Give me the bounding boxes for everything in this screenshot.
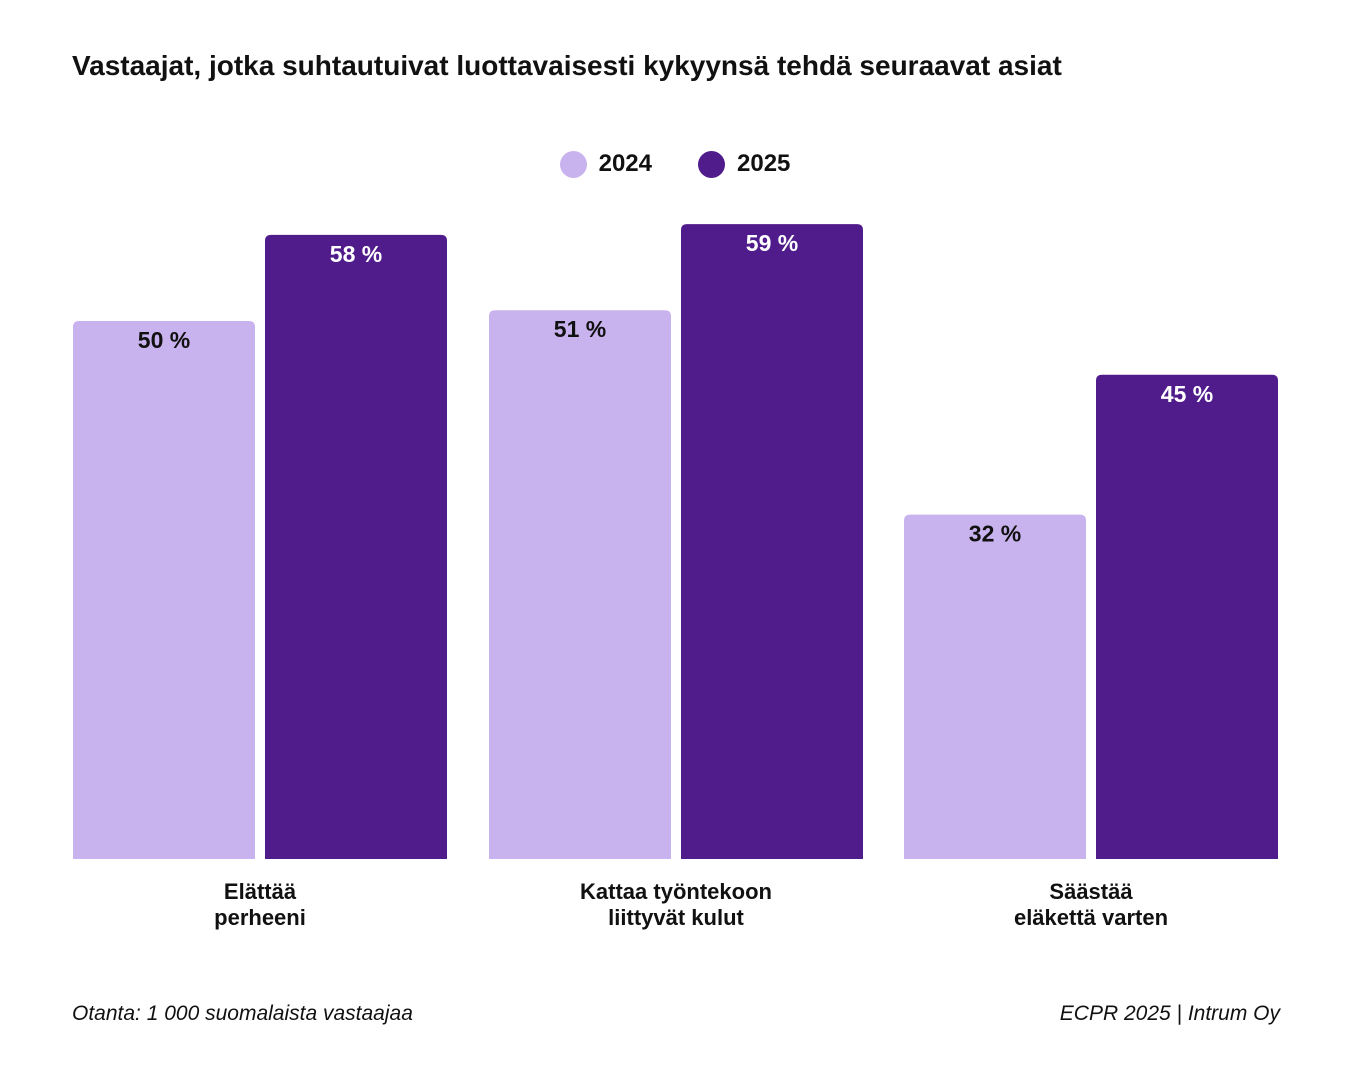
- legend-item-2024: 2024: [559, 150, 652, 178]
- legend-item-2025: 2025: [698, 150, 790, 178]
- bar-2025-0: [265, 234, 447, 860]
- category-label: liittyvät kulut: [608, 905, 744, 930]
- bar-2024-2: [904, 514, 1086, 859]
- category-label: Elättää: [224, 879, 297, 904]
- legend-swatch: [698, 150, 725, 178]
- legend-swatch: [559, 150, 587, 178]
- data-label: 58 %: [330, 241, 382, 267]
- legend-label: 2025: [737, 150, 791, 177]
- data-label: 59 %: [746, 230, 798, 256]
- data-label: 32 %: [969, 521, 1021, 547]
- legend: 2024 2025: [0, 150, 1350, 178]
- data-label: 50 %: [138, 327, 190, 353]
- bar-2024-1: [489, 310, 671, 859]
- sample-note: Otanta: 1 000 suomalaista vastaajaa: [72, 1002, 413, 1025]
- data-label: 51 %: [554, 316, 606, 342]
- data-label: 45 %: [1161, 381, 1213, 407]
- bar-2024-0: [73, 321, 255, 859]
- legend-label: 2024: [598, 150, 652, 177]
- category-label: perheeni: [214, 905, 306, 930]
- category-label: eläkettä varten: [1014, 905, 1168, 930]
- bar-2025-2: [1096, 374, 1278, 859]
- source-note: ECPR 2025 | Intrum Oy: [1059, 1002, 1280, 1025]
- chart-title: Vastaajat, jotka suhtautuivat luottavais…: [72, 50, 1062, 81]
- category-label: Kattaa työntekoon: [580, 879, 772, 904]
- bar-2025-1: [681, 224, 863, 859]
- category-label: Säästää: [1049, 879, 1133, 904]
